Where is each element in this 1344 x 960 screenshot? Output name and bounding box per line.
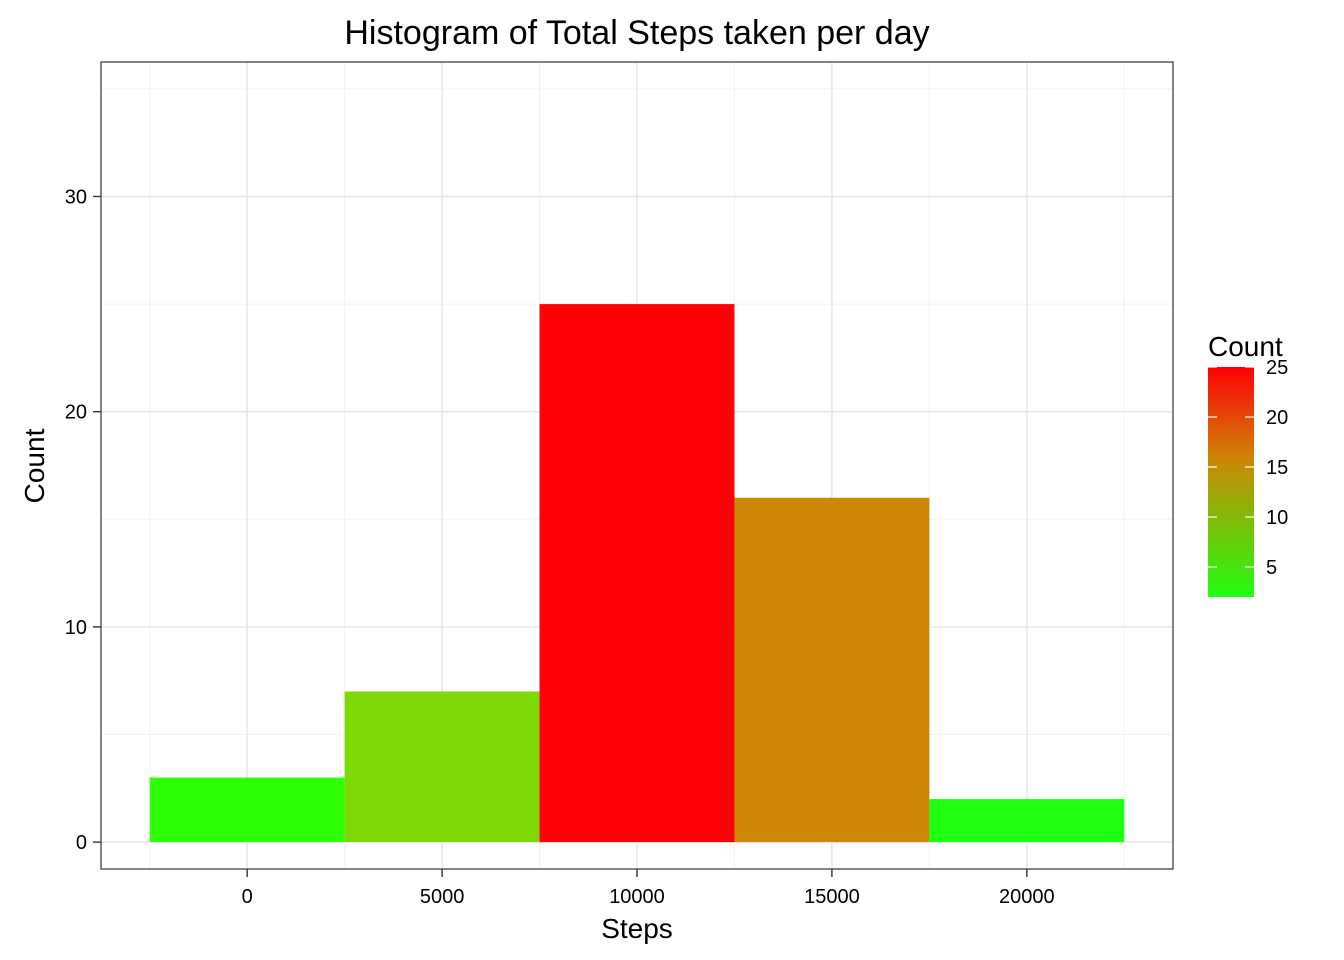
y-tick-label: 20 [65,402,87,424]
y-axis-title: Count [19,428,50,503]
histogram-bar [344,691,540,843]
x-tick-label: 5000 [420,886,465,908]
x-axis-title: Steps [601,913,673,944]
legend-tick-label: 15 [1266,457,1288,479]
legend: Count 5 10 15 20 25 [1208,331,1288,597]
legend-title: Count [1208,331,1283,362]
y-tick-label: 0 [76,832,87,854]
legend-colorbar [1208,367,1254,597]
histogram-bar [929,799,1125,843]
legend-tick-label: 25 [1266,357,1288,379]
histogram-bar [539,304,735,843]
x-tick-label: 15000 [804,886,860,908]
x-tick-label: 20000 [999,886,1055,908]
x-axis: 0 5000 10000 15000 20000 [242,869,1055,908]
y-axis: 0 10 20 30 [65,187,101,854]
histogram-bar [734,497,930,843]
histogram-bar [149,777,345,843]
legend-tick-label: 5 [1266,557,1277,579]
chart-title: Histogram of Total Steps taken per day [344,14,929,52]
x-tick-label: 10000 [609,886,665,908]
legend-ticks: 5 10 15 20 25 [1208,357,1288,579]
y-tick-label: 30 [65,187,87,209]
x-tick-label: 0 [242,886,253,908]
y-tick-label: 10 [65,617,87,639]
legend-tick-label: 20 [1266,407,1288,429]
legend-tick-label: 10 [1266,507,1288,529]
bars [149,304,1125,843]
